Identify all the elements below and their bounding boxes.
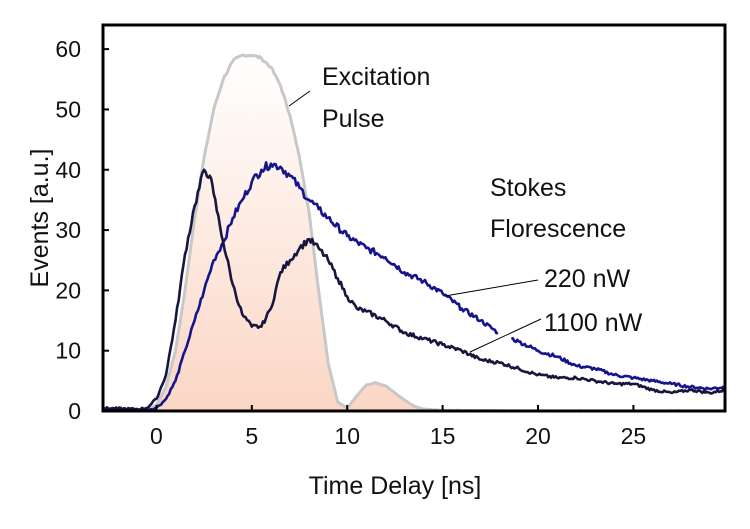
plot-frame (101, 23, 727, 413)
pointer-1100nw (469, 318, 542, 353)
x-tick-label: 20 (525, 423, 551, 449)
x-tick-label: 10 (334, 423, 360, 449)
label-220nw: 220 nW (544, 265, 631, 293)
x-axis-title: Time Delay [ns] (309, 472, 482, 500)
series-line-220-nw (103, 161, 499, 411)
y-tick-label: 30 (55, 217, 81, 243)
y-tick-label: 50 (55, 96, 81, 122)
annotation-florescence: Florescence (490, 215, 626, 243)
label-1100nw: 1100 nW (544, 309, 643, 337)
pulse-pointer-line (288, 90, 311, 107)
y-tick-label: 20 (55, 277, 81, 303)
annotation-stokes: Stokes (490, 174, 566, 202)
x-tick-label: 0 (150, 423, 163, 449)
series-line-220-nw (511, 337, 725, 391)
y-axis-title: Events [a.u.] (26, 149, 54, 288)
y-tick-label: 0 (68, 398, 81, 424)
series-line-excitation-pulse (103, 53, 725, 411)
x-tick-label: 25 (621, 423, 647, 449)
series-line-1100-nw (103, 168, 725, 411)
y-tick-label: 60 (55, 36, 81, 62)
x-tick-label: 15 (430, 423, 456, 449)
annotation-pulse: Pulse (322, 105, 385, 133)
y-tick-label: 40 (55, 157, 81, 183)
annotation-excitation: Excitation (322, 63, 430, 91)
pointer-220nw (444, 279, 539, 297)
series-fill-excitation-pulse (103, 55, 725, 411)
ticks-layer: 0 5 10 15 20 25 0 10 20 30 40 50 60 (55, 36, 646, 449)
series-layer (103, 53, 725, 411)
x-tick-label: 5 (245, 423, 258, 449)
y-tick-label: 10 (55, 338, 81, 364)
